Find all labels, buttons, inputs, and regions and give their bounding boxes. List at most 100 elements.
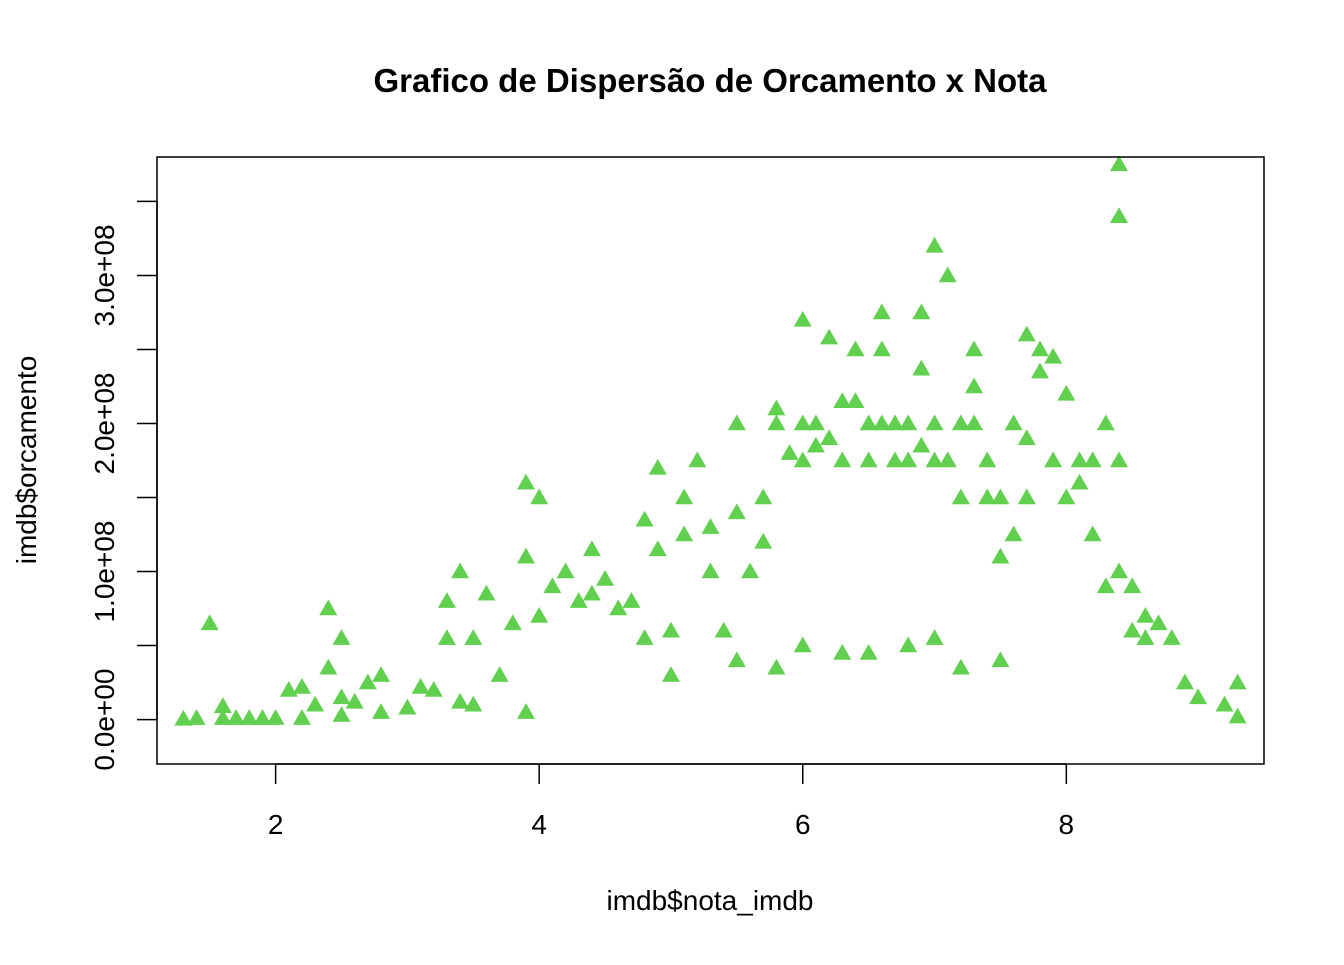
data-point	[464, 695, 483, 712]
data-point	[938, 451, 957, 468]
data-point	[635, 629, 654, 645]
data-point	[991, 651, 1010, 668]
data-point	[767, 658, 786, 675]
data-point	[648, 458, 667, 475]
data-point	[1149, 614, 1168, 631]
data-point	[543, 577, 562, 594]
data-point	[1215, 695, 1234, 712]
data-point	[1070, 451, 1089, 468]
data-point	[1017, 429, 1036, 446]
data-point	[965, 414, 984, 431]
data-point	[1044, 451, 1063, 468]
data-point	[886, 414, 904, 431]
data-point	[727, 651, 746, 668]
data-point	[872, 414, 891, 431]
data-point	[424, 680, 443, 697]
data-point	[490, 666, 509, 682]
data-point	[701, 518, 720, 534]
data-point	[978, 488, 997, 505]
data-point	[517, 703, 535, 719]
data-point	[951, 414, 970, 431]
data-point	[517, 473, 535, 490]
data-point	[1110, 451, 1129, 468]
data-point	[991, 488, 1010, 505]
data-point	[530, 606, 549, 623]
data-point	[1030, 362, 1049, 379]
data-point	[793, 636, 812, 653]
data-point	[899, 636, 918, 653]
data-point	[1083, 525, 1102, 542]
data-point	[965, 377, 984, 394]
data-point	[517, 547, 535, 564]
data-point	[846, 392, 865, 409]
data-point	[1017, 325, 1036, 342]
data-point	[912, 436, 931, 453]
data-point	[767, 414, 786, 431]
data-point	[859, 643, 878, 660]
data-point	[358, 673, 377, 690]
data-points	[174, 155, 1247, 726]
data-point	[174, 709, 193, 726]
data-point	[925, 629, 944, 645]
data-point	[872, 340, 891, 357]
data-point	[503, 614, 522, 631]
data-point	[899, 414, 918, 431]
chart-title: Grafico de Dispersão de Orcamento x Nota	[373, 62, 1047, 99]
data-point	[727, 503, 746, 520]
data-point	[1123, 577, 1142, 594]
data-point	[951, 488, 970, 505]
data-point	[372, 703, 391, 719]
data-point	[793, 451, 812, 468]
data-point	[451, 692, 470, 709]
data-point	[714, 621, 733, 638]
data-point	[1017, 488, 1036, 505]
data-point	[1030, 340, 1049, 357]
x-tick-label: 8	[1059, 809, 1075, 840]
data-point	[754, 488, 773, 505]
data-point	[648, 540, 667, 557]
data-point	[925, 236, 944, 253]
data-point	[569, 592, 588, 608]
data-point	[688, 451, 707, 468]
data-point	[1096, 414, 1115, 431]
data-point	[187, 709, 206, 725]
y-axis: 0.0e+00 1.0e+08 2.0e+08 3.0e+08	[89, 200, 158, 771]
data-point	[227, 709, 246, 725]
data-point	[846, 340, 865, 357]
data-point	[899, 451, 918, 468]
data-point	[306, 695, 325, 712]
data-point	[1110, 562, 1129, 579]
data-point	[938, 266, 957, 283]
data-point	[253, 709, 272, 725]
data-point	[1004, 414, 1023, 431]
data-point	[622, 592, 641, 608]
y-tick-label: 1.0e+08	[89, 521, 120, 623]
y-tick-label: 3.0e+08	[89, 224, 120, 326]
data-point	[319, 658, 338, 675]
data-point	[1228, 707, 1247, 724]
data-point	[833, 643, 852, 660]
data-point	[675, 488, 694, 505]
data-point	[978, 451, 997, 468]
data-point	[793, 310, 812, 327]
data-point	[319, 599, 338, 616]
data-point	[1123, 621, 1142, 638]
data-point	[754, 532, 773, 549]
data-point	[398, 698, 417, 715]
data-point	[1136, 606, 1155, 623]
data-point	[780, 444, 799, 460]
data-point	[661, 666, 680, 682]
x-axis-label: imdb$nota_imdb	[606, 885, 813, 916]
data-point	[1136, 629, 1155, 645]
data-point	[464, 629, 483, 645]
data-point	[292, 678, 311, 694]
data-point	[332, 629, 351, 645]
data-point	[675, 525, 694, 542]
y-tick-label: 0.0e+00	[89, 669, 120, 771]
data-point	[213, 697, 232, 714]
data-point	[345, 692, 364, 709]
y-tick-label: 2.0e+08	[89, 372, 120, 474]
data-point	[437, 592, 456, 608]
data-point	[925, 414, 944, 431]
